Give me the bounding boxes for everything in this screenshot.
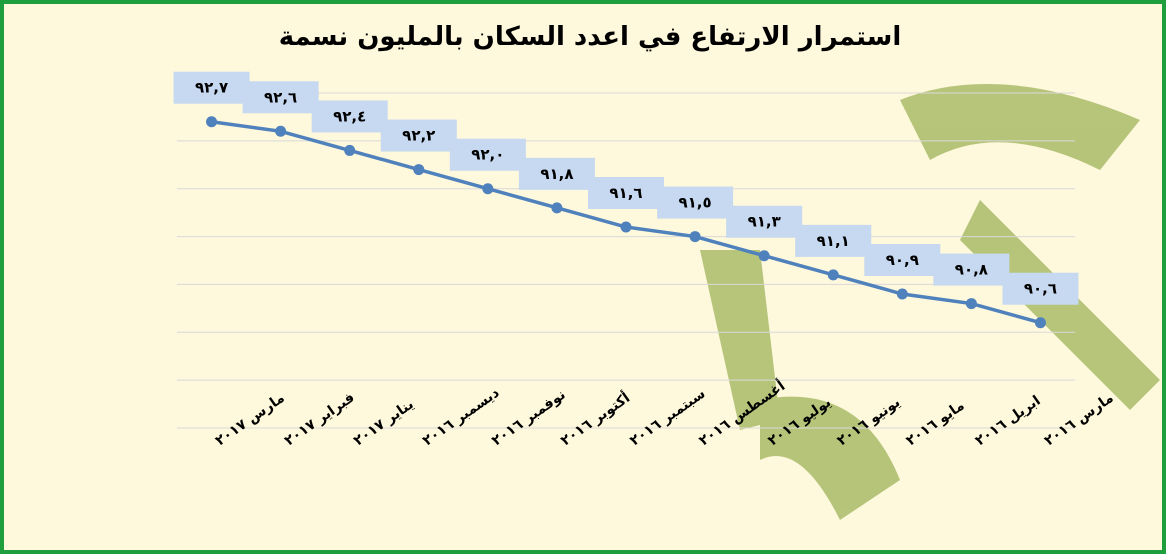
value-label: ٩١,٣ xyxy=(748,213,781,231)
value-label: ٩٠,٨ xyxy=(955,261,988,279)
point xyxy=(965,298,977,310)
value-label-box xyxy=(173,71,250,104)
value-label: ٩١,١ xyxy=(817,232,850,250)
value-label-box xyxy=(1002,272,1079,305)
point xyxy=(620,221,632,233)
point xyxy=(482,183,494,195)
value-label: ٩١,٥ xyxy=(678,194,711,212)
point xyxy=(551,202,563,214)
value-label-box xyxy=(380,119,457,152)
point xyxy=(206,116,218,128)
value-label-box xyxy=(795,224,872,257)
value-label-box xyxy=(588,177,664,209)
point xyxy=(689,231,701,243)
value-label-box xyxy=(933,253,1010,286)
value-label-box xyxy=(242,81,319,114)
value-label-box xyxy=(449,138,526,171)
chart-title: استمرار الارتفاع في اعدد السكان بالمليون… xyxy=(279,22,902,52)
value-label-box xyxy=(518,157,595,190)
value-label: ٩٢,٠ xyxy=(471,146,504,164)
value-label: ٩٢,٢ xyxy=(402,127,435,145)
value-label: ٩٠,٩ xyxy=(886,251,919,269)
point xyxy=(275,125,287,137)
watermark-shape xyxy=(900,84,1140,170)
point xyxy=(827,269,839,281)
point xyxy=(344,144,356,156)
value-label: ٩١,٨ xyxy=(540,165,573,183)
watermark-shape xyxy=(700,250,780,430)
point xyxy=(896,288,908,300)
point xyxy=(1034,317,1046,329)
point xyxy=(758,250,770,262)
value-label: ٩٢,٧ xyxy=(195,79,228,97)
value-label-box xyxy=(726,205,803,238)
watermark-shape xyxy=(960,200,1160,410)
value-label: ٩٠,٦ xyxy=(1024,280,1057,298)
value-label: ٩٢,٤ xyxy=(333,107,366,125)
value-label-box xyxy=(864,244,941,276)
value-label-box xyxy=(311,100,388,133)
value-label-box xyxy=(657,186,734,219)
value-label: ٩٢,٦ xyxy=(264,88,297,106)
value-label: ٩١,٦ xyxy=(609,184,642,202)
point xyxy=(413,164,425,176)
